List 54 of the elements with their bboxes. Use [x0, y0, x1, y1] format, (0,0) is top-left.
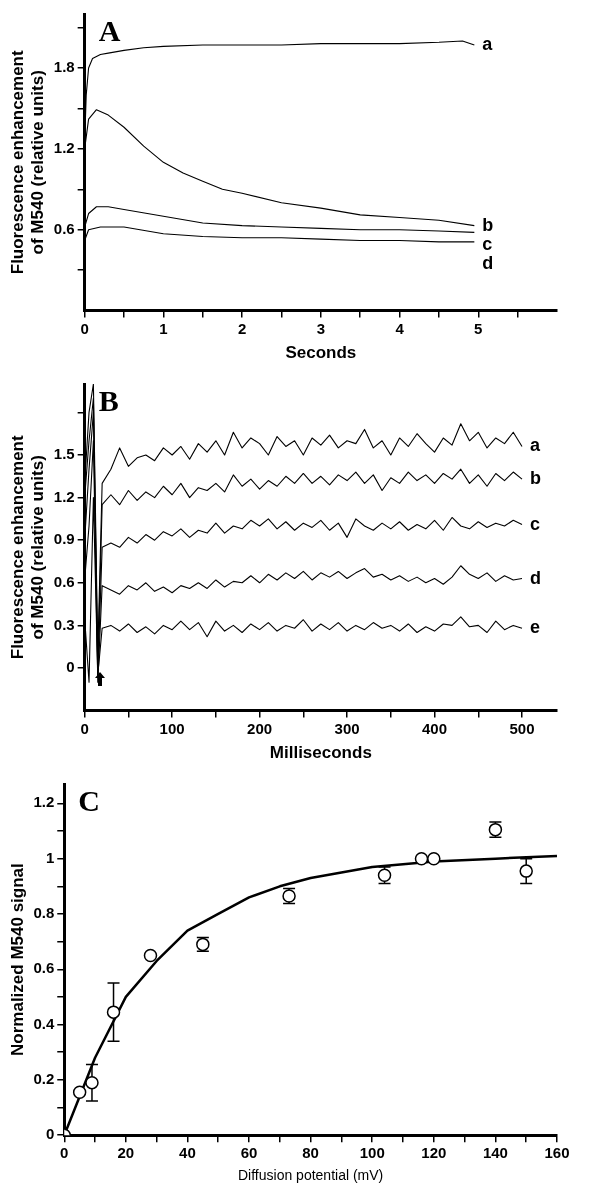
- x-tick-label: 1: [159, 319, 168, 337]
- series-label: b: [482, 214, 494, 235]
- x-tick-label: 80: [302, 1144, 319, 1162]
- x-tick-label: 0: [80, 319, 89, 337]
- x-tick-label: 200: [247, 719, 273, 737]
- y-tick-label: 0.3: [53, 615, 75, 633]
- y-tick-label: 1.5: [53, 445, 75, 463]
- y-tick-label: 1.2: [53, 487, 75, 505]
- annotation: A: [98, 13, 121, 47]
- x-tick-label: 2: [237, 319, 247, 337]
- y-tick-label: 0: [66, 658, 75, 676]
- y-tick-label: 0: [45, 1125, 55, 1143]
- x-tick-label: 20: [117, 1144, 135, 1162]
- y-tick-label: 1: [45, 848, 55, 866]
- x-tick-label: 100: [359, 1144, 385, 1162]
- series-label: d: [530, 567, 542, 588]
- x-tick-label: 120: [421, 1144, 447, 1162]
- x-tick-label: 3: [316, 319, 325, 337]
- x-tick-label: 160: [544, 1144, 570, 1162]
- y-axis-title: Fluorescence enhancement of M540 (relative units): [7, 435, 48, 660]
- y-tick-label: 0.6: [53, 219, 75, 237]
- x-tick-label: 300: [334, 719, 360, 737]
- x-axis-title: Seconds: [285, 343, 357, 363]
- x-tick-label: 500: [509, 719, 535, 737]
- x-tick-label: 4: [395, 319, 405, 337]
- y-tick-label: 0.4: [33, 1014, 55, 1032]
- series-label: c: [482, 233, 493, 254]
- y-tick-label: 0.8: [33, 904, 55, 922]
- annotation: C: [78, 783, 100, 817]
- y-axis-title: Fluorescence enhancement of M540 (relative units): [7, 50, 48, 275]
- x-tick-label: 5: [474, 319, 483, 337]
- y-tick-label: 1.2: [33, 793, 55, 811]
- series-label: a: [482, 33, 494, 54]
- x-axis-title: Diffusion potential (mV): [238, 1167, 384, 1184]
- y-tick-label: 0.6: [53, 572, 75, 590]
- annotation: B: [98, 383, 119, 417]
- series-label: e: [530, 617, 541, 638]
- y-tick-label: 0.9: [53, 530, 75, 548]
- x-axis-title: Milliseconds: [269, 743, 372, 763]
- y-tick-label: 1.2: [53, 138, 75, 156]
- y-tick-label: 0.6: [33, 959, 55, 977]
- x-tick-label: 400: [422, 719, 448, 737]
- x-tick-label: 60: [240, 1144, 258, 1162]
- x-tick-label: 40: [179, 1144, 196, 1162]
- y-tick-label: 0.2: [33, 1070, 55, 1088]
- x-tick-label: 100: [159, 719, 185, 737]
- y-axis-title: Normalized M540 signal: [7, 863, 27, 1056]
- series-label: a: [530, 435, 542, 456]
- x-tick-label: 140: [482, 1144, 508, 1162]
- y-tick-label: 1.8: [53, 58, 75, 76]
- series-label: d: [482, 252, 494, 273]
- x-tick-label: 0: [80, 719, 89, 737]
- series-label: b: [530, 468, 542, 489]
- series-label: c: [530, 513, 541, 534]
